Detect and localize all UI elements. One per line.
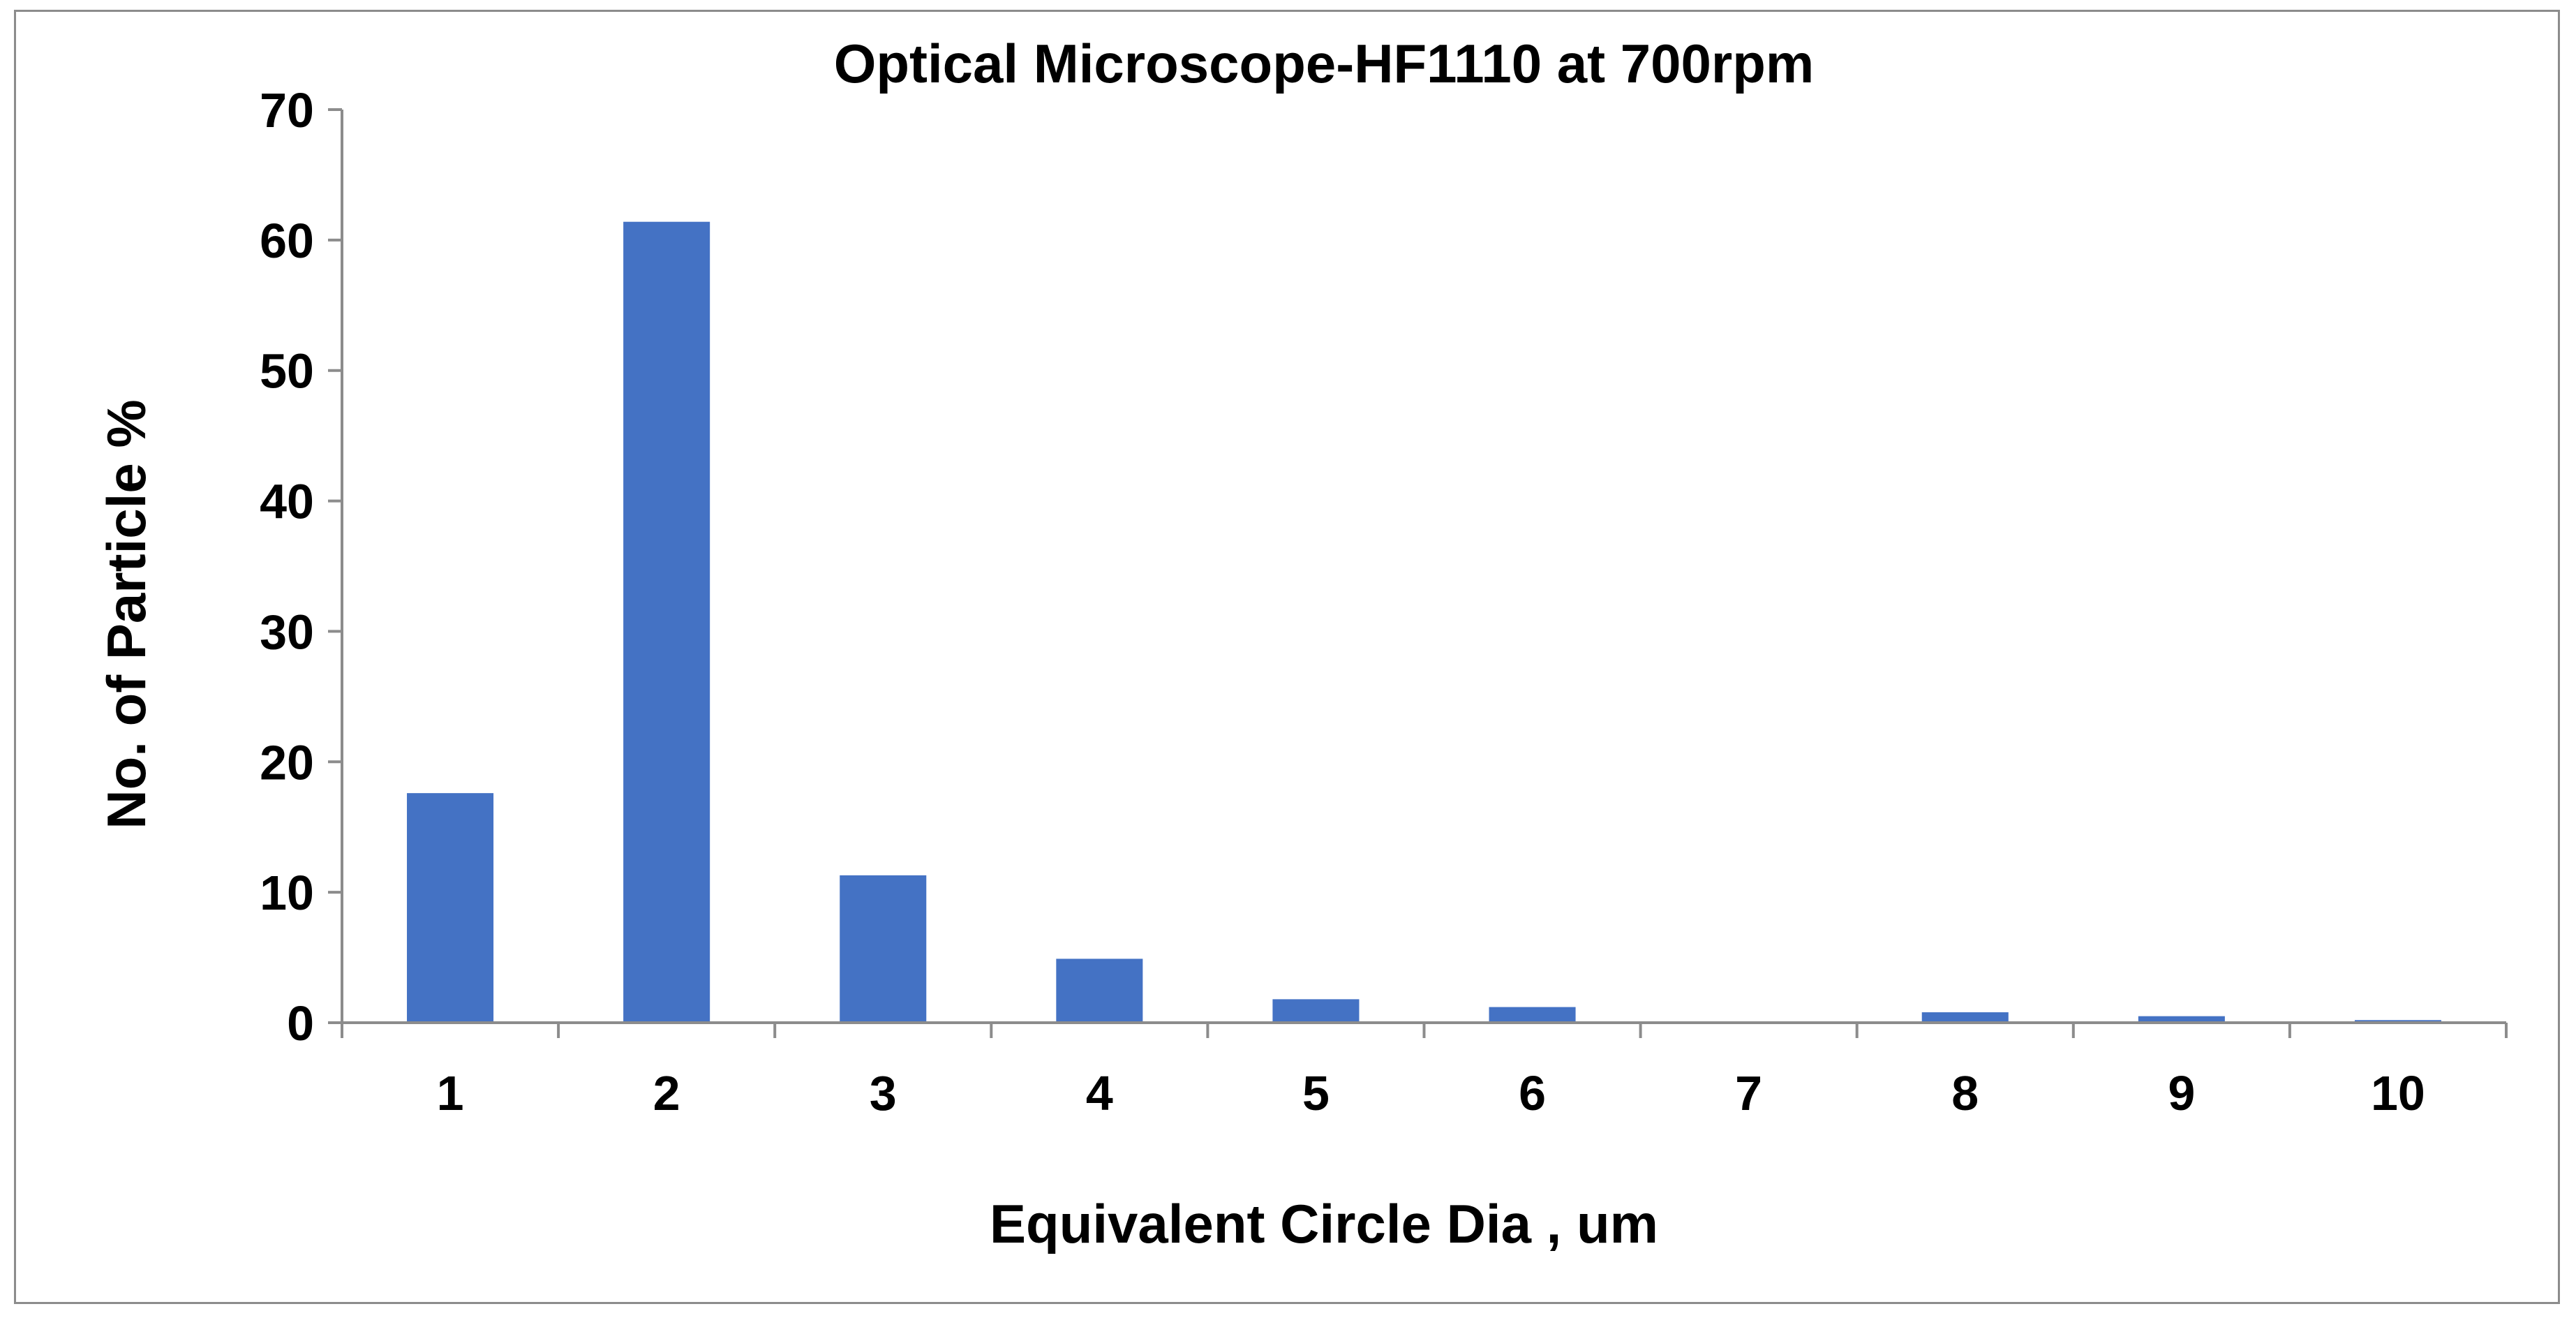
bar-3	[840, 875, 927, 1023]
x-tick-label: 5	[1302, 1066, 1330, 1120]
y-axis-ticks: 0 10 20 30 40 50 60 70	[260, 83, 342, 1051]
bar-1	[407, 793, 494, 1023]
y-tick-label: 20	[260, 735, 314, 790]
x-tick-label: 9	[2168, 1066, 2195, 1120]
bar-5	[1272, 999, 1360, 1023]
y-axis-title: No. of Particle %	[96, 399, 157, 829]
x-tick-label: 8	[1951, 1066, 1979, 1120]
x-axis-ticks: 1 2 3 4 5 6 7 8 9 10	[341, 1023, 2508, 1120]
x-axis-title: Equivalent Circle Dia , um	[990, 1193, 1658, 1254]
bars	[407, 221, 2441, 1023]
y-tick-label: 30	[260, 605, 314, 659]
x-tick-label: 1	[437, 1066, 464, 1120]
chart-frame	[14, 10, 2560, 1304]
chart-title: Optical Microscope-HF1110 at 700rpm	[834, 33, 1815, 94]
x-tick-label: 6	[1519, 1066, 1546, 1120]
x-tick-label: 3	[870, 1066, 897, 1120]
bar-8	[1921, 1012, 2009, 1023]
x-tick-label: 10	[2371, 1066, 2425, 1120]
bar-6	[1489, 1007, 1576, 1023]
y-tick-label: 10	[260, 866, 314, 920]
y-tick-label: 70	[260, 83, 314, 138]
y-tick-label: 50	[260, 344, 314, 399]
bar-4	[1056, 958, 1143, 1023]
y-tick-label: 60	[260, 214, 314, 268]
x-tick-label: 4	[1086, 1066, 1113, 1120]
bar-9	[2138, 1016, 2225, 1023]
bar-2	[623, 221, 710, 1023]
x-tick-label: 7	[1735, 1066, 1762, 1120]
y-tick-label: 40	[260, 475, 314, 529]
y-tick-label: 0	[287, 996, 314, 1051]
axes	[341, 110, 2506, 1024]
x-tick-label: 2	[653, 1066, 680, 1120]
